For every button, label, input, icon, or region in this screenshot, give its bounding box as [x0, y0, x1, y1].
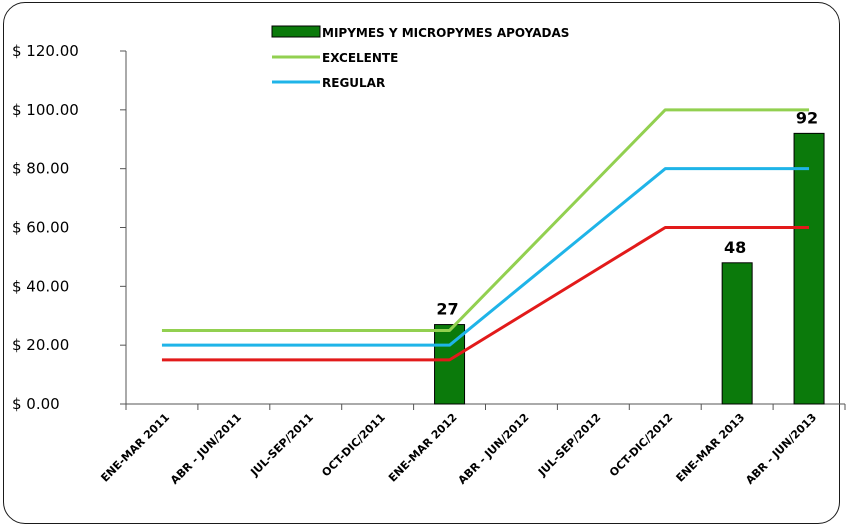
y-tick-label: $ 40.00 [12, 277, 69, 295]
y-tick-label: $ 120.00 [12, 42, 79, 60]
bar [793, 132, 825, 405]
series-line [161, 167, 810, 347]
y-tick-label: $ 0.00 [12, 395, 60, 413]
y-tick-label: $ 60.00 [12, 219, 69, 237]
legend-label: REGULAR [322, 76, 385, 90]
x-tick-label: JUL-SEP/2011 [247, 411, 315, 479]
legend-swatch [271, 25, 321, 38]
data-label: 48 [724, 238, 746, 257]
y-tick-label: $ 20.00 [12, 336, 69, 354]
legend-label: EXCELENTE [322, 51, 398, 65]
y-tick-label: $ 80.00 [12, 160, 69, 178]
x-tick-label: ENE-MAR 2013 [674, 411, 748, 485]
x-tick-label: JUL-SEP/2012 [535, 411, 603, 479]
chart-frame [3, 2, 840, 524]
legend-label: MIPYMES Y MICROPYMES APOYADAS [322, 26, 569, 40]
x-tick-label: ENE-MAR 2012 [386, 411, 460, 485]
series-line [161, 108, 810, 332]
x-tick-label: OCT-DIC/2011 [319, 411, 387, 479]
x-tick-label: ABR - JUN/2011 [168, 411, 244, 487]
x-tick-label: OCT-DIC/2012 [607, 411, 675, 479]
bar [721, 262, 753, 405]
x-tick-label: ENE-MAR 2011 [98, 411, 172, 485]
x-tick-label: ABR - JUN/2012 [456, 411, 532, 487]
data-label: 27 [436, 300, 458, 319]
x-tick-label: ABR - JUN/2013 [743, 411, 819, 487]
data-label: 92 [796, 108, 818, 127]
y-tick-label: $ 100.00 [12, 101, 79, 119]
series-line [161, 226, 810, 362]
